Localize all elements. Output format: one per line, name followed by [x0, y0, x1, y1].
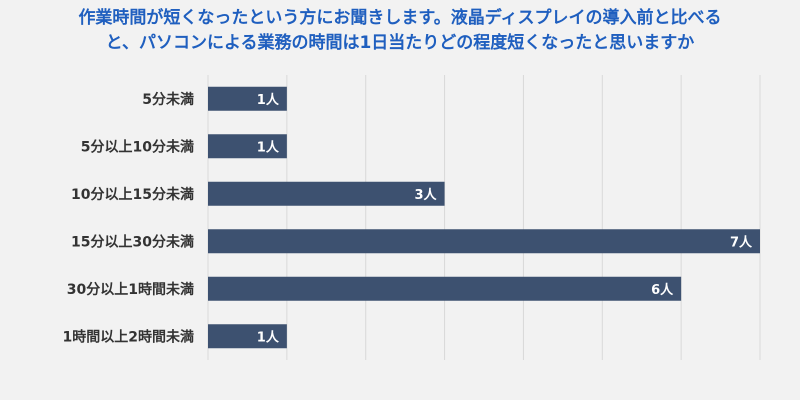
data-label: 3人 — [415, 187, 438, 203]
category-label: 10分以上15分未満 — [71, 186, 194, 203]
bar — [208, 134, 287, 159]
chart-title-line-1: 作業時間が短くなったという方にお聞きします。液晶ディスプレイの導入前と比べる — [78, 8, 722, 28]
category-label: 1時間以上2時間未満 — [63, 328, 194, 345]
bar — [208, 276, 682, 301]
bar — [208, 86, 287, 111]
data-label: 1人 — [257, 92, 280, 108]
category-label: 5分未満 — [142, 91, 194, 108]
chart-title-line-2: と、パソコンによる業務の時間は1日当たりどの程度短くなったと思いますか — [105, 33, 695, 53]
data-label: 1人 — [257, 139, 280, 155]
category-label: 15分以上30分未満 — [71, 233, 194, 250]
bar — [208, 324, 287, 349]
bar — [208, 181, 445, 206]
data-label: 7人 — [730, 234, 753, 250]
gridlines — [207, 75, 761, 360]
bars — [208, 86, 760, 349]
data-labels: 1人 1人 3人 7人 6人 1人 — [257, 92, 753, 346]
data-label: 6人 — [651, 282, 674, 298]
category-labels: 5分未満 5分以上10分未満 10分以上15分未満 15分以上30分未満 30分以上1時… — [63, 91, 194, 346]
category-label: 30分以上1時間未満 — [67, 281, 194, 298]
category-label: 5分以上10分未満 — [81, 138, 194, 155]
data-label: 1人 — [257, 329, 280, 345]
chart-title: 作業時間が短くなったという方にお聞きします。液晶ディスプレイの導入前と比べる と… — [0, 6, 800, 56]
bar — [208, 229, 760, 254]
